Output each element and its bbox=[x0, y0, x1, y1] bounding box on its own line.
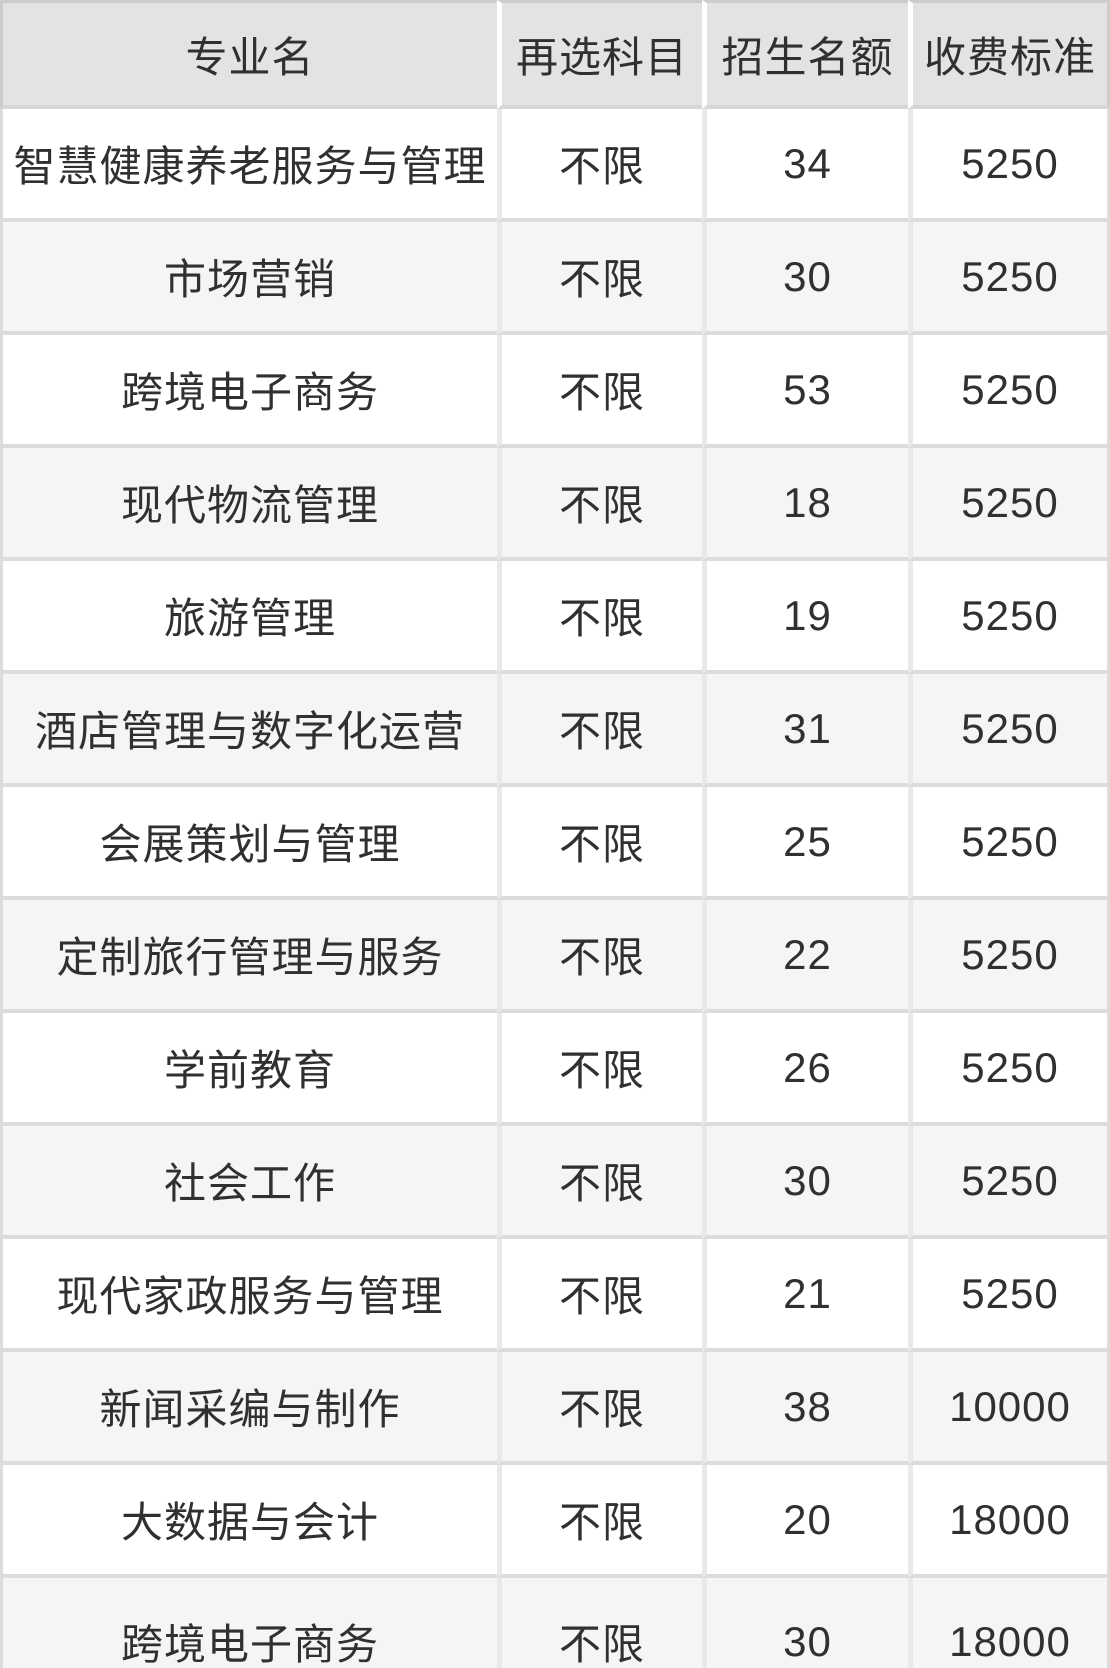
header-row: 专业名 再选科目 招生名额 收费标准 bbox=[0, 0, 1110, 109]
cell-fee: 5250 bbox=[908, 1239, 1110, 1352]
table-row: 酒店管理与数字化运营 不限 31 5250 bbox=[0, 674, 1110, 787]
cell-quota: 22 bbox=[702, 900, 908, 1013]
cell-major: 现代家政服务与管理 bbox=[0, 1239, 497, 1352]
cell-fee: 5250 bbox=[908, 900, 1110, 1013]
cell-quota: 18 bbox=[702, 448, 908, 561]
cell-fee: 5250 bbox=[908, 1013, 1110, 1126]
cell-quota: 20 bbox=[702, 1465, 908, 1578]
cell-subject: 不限 bbox=[497, 448, 702, 561]
cell-quota: 19 bbox=[702, 561, 908, 674]
cell-major: 跨境电子商务 bbox=[0, 335, 497, 448]
cell-subject: 不限 bbox=[497, 1578, 702, 1668]
cell-major: 学前教育 bbox=[0, 1013, 497, 1126]
cell-major: 新闻采编与制作 bbox=[0, 1352, 497, 1465]
table-row: 定制旅行管理与服务 不限 22 5250 bbox=[0, 900, 1110, 1013]
cell-subject: 不限 bbox=[497, 674, 702, 787]
cell-major: 现代物流管理 bbox=[0, 448, 497, 561]
cell-subject: 不限 bbox=[497, 1239, 702, 1352]
table-row: 跨境电子商务 不限 30 18000 bbox=[0, 1578, 1110, 1668]
cell-major: 酒店管理与数字化运营 bbox=[0, 674, 497, 787]
table-row: 现代物流管理 不限 18 5250 bbox=[0, 448, 1110, 561]
cell-subject: 不限 bbox=[497, 222, 702, 335]
cell-fee: 5250 bbox=[908, 561, 1110, 674]
cell-quota: 21 bbox=[702, 1239, 908, 1352]
cell-fee: 10000 bbox=[908, 1352, 1110, 1465]
cell-quota: 34 bbox=[702, 109, 908, 222]
cell-fee: 5250 bbox=[908, 787, 1110, 900]
table-row: 大数据与会计 不限 20 18000 bbox=[0, 1465, 1110, 1578]
cell-subject: 不限 bbox=[497, 1126, 702, 1239]
cell-subject: 不限 bbox=[497, 335, 702, 448]
cell-fee: 5250 bbox=[908, 1126, 1110, 1239]
table-row: 社会工作 不限 30 5250 bbox=[0, 1126, 1110, 1239]
table-row: 学前教育 不限 26 5250 bbox=[0, 1013, 1110, 1126]
cell-fee: 5250 bbox=[908, 448, 1110, 561]
cell-subject: 不限 bbox=[497, 900, 702, 1013]
cell-major: 会展策划与管理 bbox=[0, 787, 497, 900]
cell-subject: 不限 bbox=[497, 1352, 702, 1465]
cell-quota: 30 bbox=[702, 222, 908, 335]
table-row: 旅游管理 不限 19 5250 bbox=[0, 561, 1110, 674]
table-body: 智慧健康养老服务与管理 不限 34 5250 市场营销 不限 30 5250 跨境电子商务 不限 5… bbox=[0, 109, 1110, 1668]
cell-fee: 5250 bbox=[908, 222, 1110, 335]
cell-fee: 5250 bbox=[908, 674, 1110, 787]
table-row: 会展策划与管理 不限 25 5250 bbox=[0, 787, 1110, 900]
cell-major: 智慧健康养老服务与管理 bbox=[0, 109, 497, 222]
cell-quota: 53 bbox=[702, 335, 908, 448]
cell-quota: 38 bbox=[702, 1352, 908, 1465]
cell-subject: 不限 bbox=[497, 1465, 702, 1578]
cell-major: 大数据与会计 bbox=[0, 1465, 497, 1578]
column-header-major: 专业名 bbox=[0, 0, 497, 109]
table-row: 市场营销 不限 30 5250 bbox=[0, 222, 1110, 335]
table-header: 专业名 再选科目 招生名额 收费标准 bbox=[0, 0, 1110, 109]
cell-major: 定制旅行管理与服务 bbox=[0, 900, 497, 1013]
cell-subject: 不限 bbox=[497, 1013, 702, 1126]
table-row: 跨境电子商务 不限 53 5250 bbox=[0, 335, 1110, 448]
cell-subject: 不限 bbox=[497, 109, 702, 222]
column-header-fee: 收费标准 bbox=[908, 0, 1110, 109]
cell-quota: 30 bbox=[702, 1578, 908, 1668]
table-row: 现代家政服务与管理 不限 21 5250 bbox=[0, 1239, 1110, 1352]
column-header-quota: 招生名额 bbox=[702, 0, 908, 109]
table-row: 智慧健康养老服务与管理 不限 34 5250 bbox=[0, 109, 1110, 222]
column-header-subject: 再选科目 bbox=[497, 0, 702, 109]
cell-quota: 31 bbox=[702, 674, 908, 787]
cell-quota: 30 bbox=[702, 1126, 908, 1239]
cell-major: 社会工作 bbox=[0, 1126, 497, 1239]
cell-fee: 18000 bbox=[908, 1578, 1110, 1668]
cell-fee: 18000 bbox=[908, 1465, 1110, 1578]
cell-quota: 25 bbox=[702, 787, 908, 900]
cell-quota: 26 bbox=[702, 1013, 908, 1126]
cell-subject: 不限 bbox=[497, 561, 702, 674]
table-row: 新闻采编与制作 不限 38 10000 bbox=[0, 1352, 1110, 1465]
cell-fee: 5250 bbox=[908, 335, 1110, 448]
cell-major: 跨境电子商务 bbox=[0, 1578, 497, 1668]
cell-major: 市场营销 bbox=[0, 222, 497, 335]
cell-fee: 5250 bbox=[908, 109, 1110, 222]
cell-subject: 不限 bbox=[497, 787, 702, 900]
cell-major: 旅游管理 bbox=[0, 561, 497, 674]
